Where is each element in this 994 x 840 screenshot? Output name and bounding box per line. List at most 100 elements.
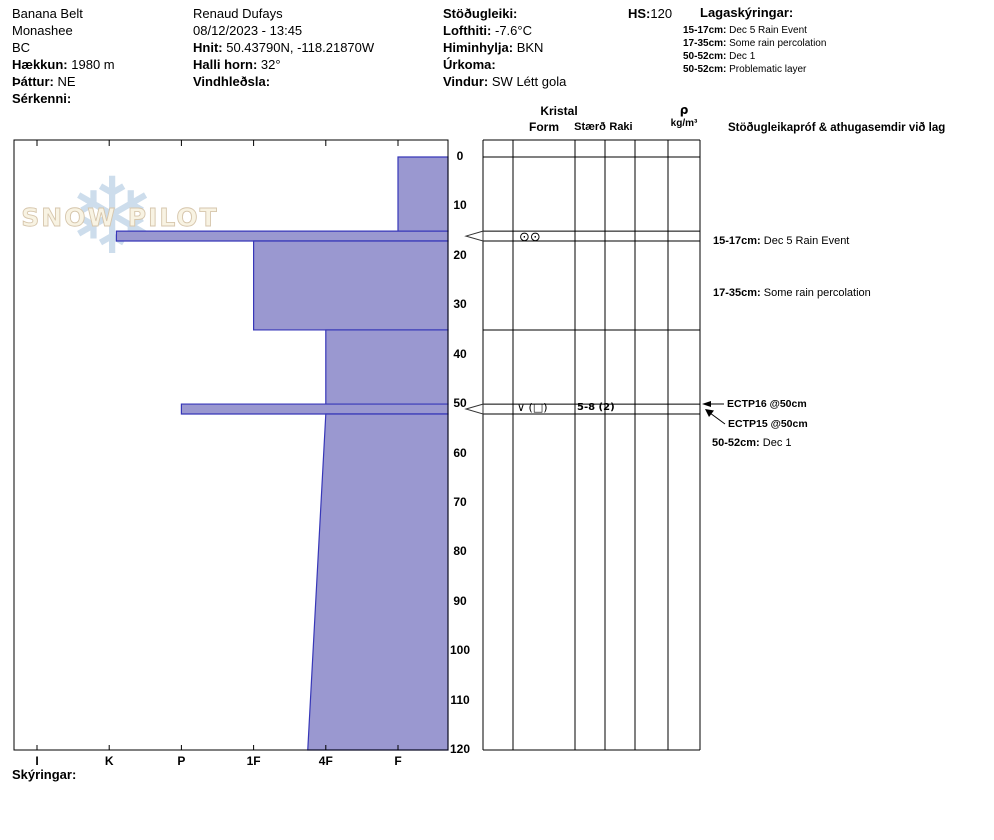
air-temp-value: -7.6°C	[495, 23, 532, 38]
hardness-axis-label: K	[104, 754, 114, 768]
ectp16-arrowhead-icon	[702, 401, 711, 407]
snow-layer	[115, 230, 449, 242]
depth-axis-label: 30	[453, 297, 467, 312]
air-temp-label: Lofthiti:	[443, 23, 492, 38]
layer-note-15-17: 15-17cm: Dec 5 Rain Event	[713, 235, 849, 247]
sky-cover: Himinhylja: BKN	[443, 39, 566, 56]
depth-axis-label: 110	[450, 692, 470, 707]
layer-note-range: 17-35cm:	[713, 287, 761, 299]
snowflake-icon: ❄	[68, 155, 157, 278]
crystal-col-form: Form	[529, 120, 559, 134]
test-result-ectp16: ECTP16 @50cm	[727, 398, 807, 410]
stability: Stöðugleiki:	[443, 5, 566, 22]
hardness-ticks	[36, 140, 399, 750]
elevation-value: 1980 m	[71, 57, 115, 72]
chart-frame	[13, 139, 449, 751]
sky-value: BKN	[516, 40, 544, 55]
slope-value: 32°	[260, 57, 281, 72]
depth-axis-label: 100	[449, 643, 471, 658]
snow-height: HS:120	[628, 5, 672, 22]
stability-label: Stöðugleiki:	[443, 6, 518, 21]
aspect-label: Þáttur:	[12, 74, 54, 89]
snowpilot-watermark: ❄ SNOW PILOT	[21, 155, 218, 278]
site-region: BC	[12, 40, 31, 55]
snow-layer	[180, 403, 449, 415]
layer-legend-item: 50-52cm: Dec 1	[683, 51, 756, 62]
site-elevation: Hækkun: 1980 m	[12, 56, 115, 73]
depth-axis-label: 60	[453, 445, 467, 460]
site-name: Banana Belt	[12, 6, 83, 21]
layer-note-text: Dec 5 Rain Event	[763, 235, 850, 247]
layer-note-text: Some rain percolation	[763, 287, 871, 299]
crystal-group-title: Kristal	[540, 104, 578, 118]
coords-label: Hnit:	[193, 40, 223, 55]
hardness-axis-label: 1F	[246, 754, 261, 768]
wind-label: Vindur:	[443, 74, 489, 89]
density-symbol: ρ	[679, 103, 689, 117]
precip: Úrkoma:	[443, 56, 566, 73]
snow-layer	[325, 329, 449, 405]
snow-layer	[397, 156, 449, 232]
coords: Hnit: 50.43790N, -118.21870W	[193, 39, 374, 56]
depth-axis-label: 70	[453, 494, 467, 509]
grain-size-value: 5-8 (2)	[577, 402, 615, 413]
layer-note-17-35: 17-35cm: Some rain percolation	[713, 287, 871, 299]
slope-angle: Halli horn: 32°	[193, 56, 374, 73]
layer-note-range: 15-17cm:	[713, 235, 761, 247]
layer-legend-item: 17-35cm: Some rain percolation	[683, 38, 827, 49]
wind-value: SW Létt gola	[491, 74, 567, 89]
snow-layers	[115, 156, 449, 751]
elevation-label: Hækkun:	[12, 57, 68, 72]
layer-legend-item: 15-17cm: Dec 5 Rain Event	[683, 25, 807, 36]
crystal-grid-verticals	[482, 139, 701, 751]
site-range: Monashee	[12, 23, 73, 38]
test-result-arrows	[702, 401, 726, 425]
weather-info-block: Stöðugleiki: Lofthiti: -7.6°C Himinhylja…	[443, 5, 566, 90]
hs-label: HS:	[628, 6, 651, 21]
observer-info-block: Renaud Dufays 08/12/2023 - 13:45 Hnit: 5…	[193, 5, 374, 90]
depth-axis-label: 90	[453, 593, 467, 608]
layer-note-range: 50-52cm:	[712, 437, 760, 449]
layer-legend-items: 15-17cm: Dec 5 Rain Event 17-35cm: Some r…	[683, 24, 826, 76]
precip-label: Úrkoma:	[443, 57, 496, 72]
crystal-col-size: Stærð	[574, 121, 606, 133]
sky-label: Himinhylja:	[443, 40, 514, 55]
hardness-axis-label: I	[35, 754, 39, 768]
depth-axis-label: 40	[453, 346, 467, 361]
snow-layer	[253, 240, 449, 331]
site-aspect: Þáttur: NE	[12, 73, 115, 90]
grain-form-rain-crust: ⊙⊙	[519, 230, 541, 245]
comments-panel-title: Stöðugleikapróf & athugasemdir við lag	[728, 122, 946, 134]
coords-value: 50.43790N, -118.21870W	[226, 40, 375, 55]
layer-legend-title: Lagaskýringar:	[700, 5, 794, 20]
depth-axis-label: 10	[453, 198, 467, 213]
layer-legend-block: Lagaskýringar: 15-17cm: Dec 5 Rain Event…	[683, 5, 826, 76]
observation-datetime: 08/12/2023 - 13:45	[193, 23, 303, 38]
depth-axis-label: 0	[456, 149, 464, 163]
observer-name: Renaud Dufays	[193, 6, 283, 21]
layer-note-text: Dec 1	[762, 437, 792, 449]
slope-label: Halli horn:	[193, 57, 258, 72]
density-units: kg/m³	[670, 118, 698, 129]
aspect-value: NE	[57, 74, 76, 89]
snow-layer	[307, 413, 449, 751]
layer-note-50-52: 50-52cm: Dec 1	[712, 437, 792, 449]
test-result-ectp15: ECTP15 @50cm	[728, 418, 808, 430]
wind: Vindur: SW Létt gola	[443, 73, 566, 90]
ectp15-arrow-line	[709, 412, 726, 425]
site-info-block: Banana Belt Monashee BC Hækkun: 1980 m Þ…	[12, 5, 115, 107]
site-feature: Sérkenni:	[12, 90, 115, 107]
depth-axis-label: 20	[453, 247, 467, 262]
footer-legend-label: Skýringar:	[12, 767, 77, 782]
hardness-axis-label: 4F	[318, 754, 333, 768]
wind-loading: Vindhleðsla:	[193, 73, 374, 90]
depth-axis-label: 50	[453, 396, 467, 411]
hs-value: 120	[650, 6, 673, 21]
feature-label: Sérkenni:	[12, 91, 72, 106]
wind-loading-label: Vindhleðsla:	[193, 74, 271, 89]
watermark-text: SNOW PILOT	[21, 203, 218, 232]
layer-legend-item: 50-52cm: Problematic layer	[683, 64, 807, 75]
ectp15-arrowhead-icon	[705, 409, 714, 417]
crystal-col-wetness: Raki	[609, 121, 633, 133]
